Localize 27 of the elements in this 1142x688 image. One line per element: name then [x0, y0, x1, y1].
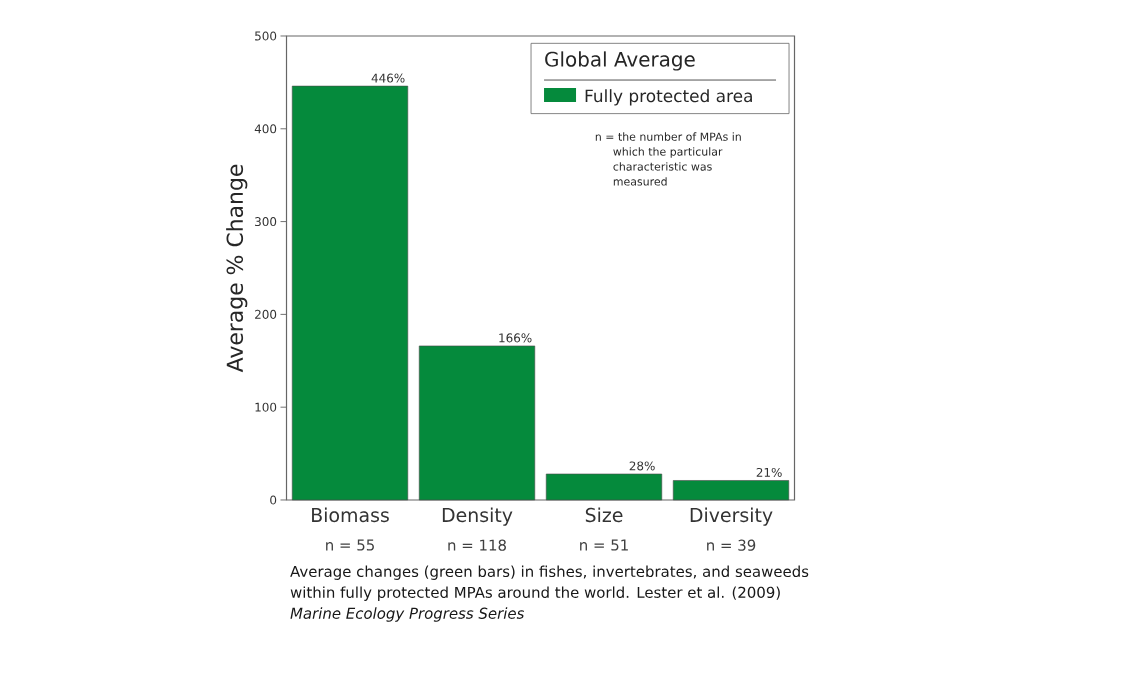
annotation: n = the number of MPAs in which the particular characteristic was measured — [595, 132, 741, 186]
y-tick-label: 0 — [270, 495, 277, 505]
legend-title: Global Average — [545, 51, 695, 71]
text: n = 39 — [707, 539, 756, 551]
text: n = 55 — [326, 539, 374, 551]
bar — [418, 345, 536, 501]
text: n = 51 — [580, 539, 628, 551]
x-tick-label: Density — [442, 507, 513, 526]
bar — [545, 473, 663, 501]
x-tick-label: Biomass — [312, 507, 389, 523]
data-label: 446% — [371, 73, 405, 83]
y-tick-label: 300 — [255, 217, 277, 227]
y-tick-label: 200 — [255, 309, 277, 319]
y-tick-label: 500 — [255, 31, 277, 41]
y-tick-label: 100 — [255, 402, 277, 412]
y-axis-title: Average % Change — [226, 164, 248, 373]
legend-label: Fully protected area — [585, 89, 752, 106]
text: Average changes (green bars) in fishes, invertebrates, and seaweeds within fully protected MPAs around the world. Lester et al. (2009) Marine Ecology Progress Series — [290, 565, 809, 622]
data-label: 28% — [629, 461, 655, 471]
x-tick-label: Size — [585, 507, 623, 523]
bar — [291, 85, 409, 501]
data-label: 21% — [756, 467, 782, 477]
text: n = 118 — [448, 539, 506, 551]
x-tick-label: Diversity — [690, 507, 773, 526]
data-label: 166% — [499, 333, 532, 343]
bar — [672, 480, 790, 501]
y-tick-label: 400 — [254, 124, 277, 134]
